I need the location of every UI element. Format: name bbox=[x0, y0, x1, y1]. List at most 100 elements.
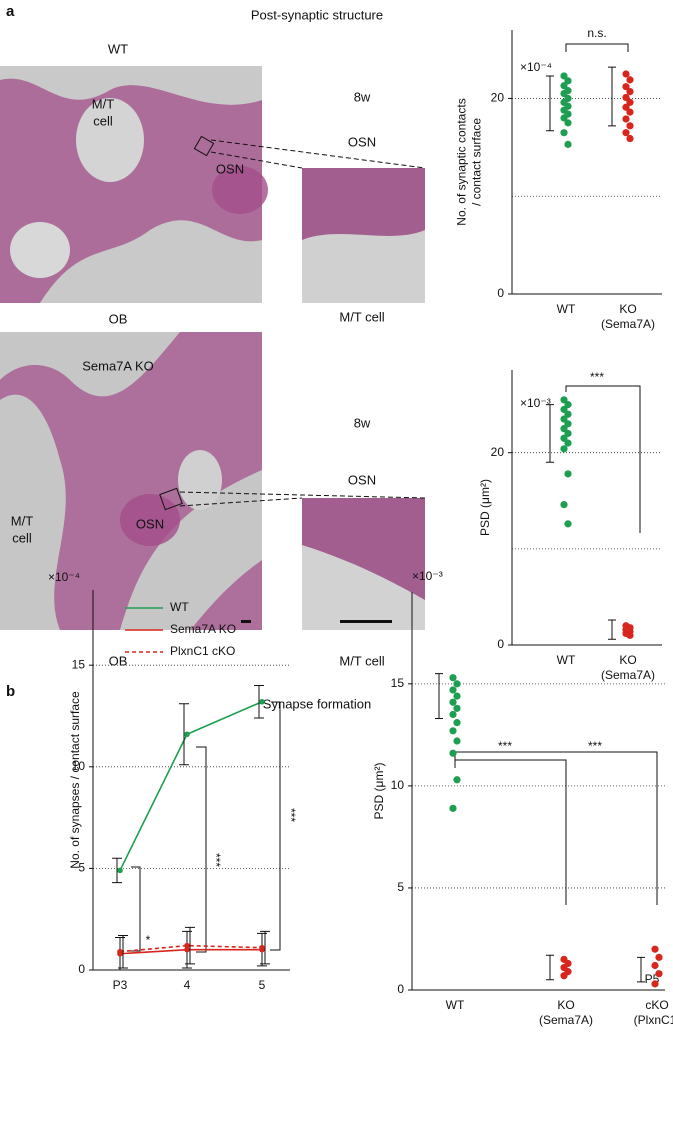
dot bbox=[564, 470, 572, 478]
dot bbox=[453, 737, 461, 745]
y-axis-label: No. of synapses / contact surface bbox=[68, 691, 82, 869]
dot bbox=[560, 972, 568, 980]
point bbox=[184, 946, 190, 953]
significance-bracket bbox=[565, 385, 641, 533]
x-tick-label: (Sema7A) bbox=[539, 1013, 593, 1027]
axis-multiplier: ×10⁻⁴ bbox=[48, 570, 80, 584]
dot bbox=[564, 119, 572, 127]
y-axis-label: No. of synaptic contacts bbox=[455, 98, 469, 225]
legend-label: WT bbox=[170, 600, 189, 614]
y-tick-label: 0 bbox=[78, 962, 85, 976]
dot bbox=[449, 686, 457, 694]
x-tick-label: P3 bbox=[113, 978, 128, 992]
y-tick-label: 0 bbox=[497, 286, 504, 300]
axis-multiplier: ×10⁻³ bbox=[412, 569, 443, 583]
dot bbox=[626, 631, 634, 639]
dot bbox=[655, 970, 663, 978]
significance-bracket bbox=[270, 701, 281, 951]
point bbox=[259, 944, 265, 951]
y-tick-label: 15 bbox=[72, 657, 86, 671]
dot bbox=[655, 953, 663, 961]
significance-bracket bbox=[565, 43, 629, 52]
dot bbox=[449, 749, 457, 757]
annotation: *** bbox=[284, 808, 298, 822]
dot bbox=[651, 945, 659, 953]
dot bbox=[622, 129, 630, 137]
error-bar bbox=[546, 75, 554, 132]
x-tick-label: WT bbox=[557, 302, 576, 316]
line bbox=[119, 944, 263, 953]
x-tick-label: WT bbox=[557, 653, 576, 667]
x-tick-label: (Sema7A) bbox=[601, 668, 655, 682]
dot bbox=[560, 396, 568, 404]
dot bbox=[560, 415, 568, 423]
error-bar bbox=[254, 685, 264, 719]
x-tick-label: 5 bbox=[259, 978, 266, 992]
point bbox=[117, 867, 123, 874]
significance-bracket bbox=[454, 759, 567, 905]
dot bbox=[651, 961, 659, 970]
x-tick-label: KO bbox=[557, 998, 574, 1012]
dot bbox=[560, 72, 568, 80]
x-tick-label: KO bbox=[619, 302, 636, 316]
error-bar bbox=[179, 703, 189, 766]
dot bbox=[564, 140, 572, 148]
dot bbox=[560, 82, 568, 90]
dot bbox=[626, 122, 634, 130]
dot bbox=[622, 103, 630, 111]
point bbox=[117, 948, 123, 955]
micrograph-label: OSN bbox=[348, 472, 376, 487]
significance-bracket bbox=[454, 751, 658, 905]
dot bbox=[560, 434, 568, 442]
micrograph-label: M/T cell bbox=[339, 309, 384, 324]
annotation: * bbox=[146, 933, 151, 947]
micrographs bbox=[0, 66, 426, 630]
panel-label: b bbox=[6, 683, 15, 700]
micrograph-label: cell bbox=[12, 530, 32, 545]
y-tick-label: 0 bbox=[497, 637, 504, 651]
micrograph-label: OB bbox=[109, 653, 128, 668]
x-tick-label: WT bbox=[446, 998, 465, 1012]
micrograph-label: M/T cell bbox=[339, 653, 384, 668]
y-tick-label: 20 bbox=[491, 91, 505, 105]
x-tick-label: 4 bbox=[184, 978, 191, 992]
dot bbox=[564, 439, 572, 447]
dot bbox=[560, 129, 568, 137]
y-axis-label: PSD (μm²) bbox=[372, 763, 386, 820]
dot bbox=[622, 70, 630, 78]
dot bbox=[626, 88, 634, 96]
legend-label: PlxnC1 cKO bbox=[170, 644, 235, 658]
error-bar bbox=[435, 673, 443, 720]
point bbox=[184, 731, 190, 738]
legend-label: Sema7A KO bbox=[170, 622, 236, 636]
annotation: *** bbox=[590, 370, 604, 384]
error-bar bbox=[546, 404, 554, 463]
annotation: *** bbox=[588, 739, 602, 753]
dot bbox=[564, 520, 572, 528]
y-axis-label: / contact surface bbox=[470, 118, 484, 206]
error-bar bbox=[118, 934, 128, 969]
y-axis-label: PSD (μm²) bbox=[478, 479, 492, 536]
dot bbox=[622, 93, 630, 102]
dot bbox=[564, 420, 572, 428]
dot bbox=[564, 410, 572, 418]
dot bbox=[449, 698, 457, 706]
x-tick-label: (Sema7A) bbox=[601, 317, 655, 331]
panel-title: Post-synaptic structure bbox=[251, 7, 383, 22]
micrograph-label: OSN bbox=[348, 134, 376, 149]
micrograph-label: 8w bbox=[354, 415, 371, 430]
micrograph-label: OB bbox=[109, 311, 128, 326]
significance-bracket bbox=[128, 866, 141, 952]
dot bbox=[626, 108, 634, 116]
micrograph-label: M/T bbox=[11, 513, 33, 528]
dot bbox=[564, 429, 572, 438]
dot bbox=[626, 98, 634, 106]
y-tick-label: 5 bbox=[397, 880, 404, 894]
dot bbox=[626, 134, 634, 143]
x-tick-label: KO bbox=[619, 653, 636, 667]
y-tick-label: 10 bbox=[391, 778, 405, 792]
micrograph-label: WT bbox=[108, 41, 128, 56]
x-tick-label: cKO bbox=[645, 998, 668, 1012]
panel-label: a bbox=[6, 3, 15, 20]
